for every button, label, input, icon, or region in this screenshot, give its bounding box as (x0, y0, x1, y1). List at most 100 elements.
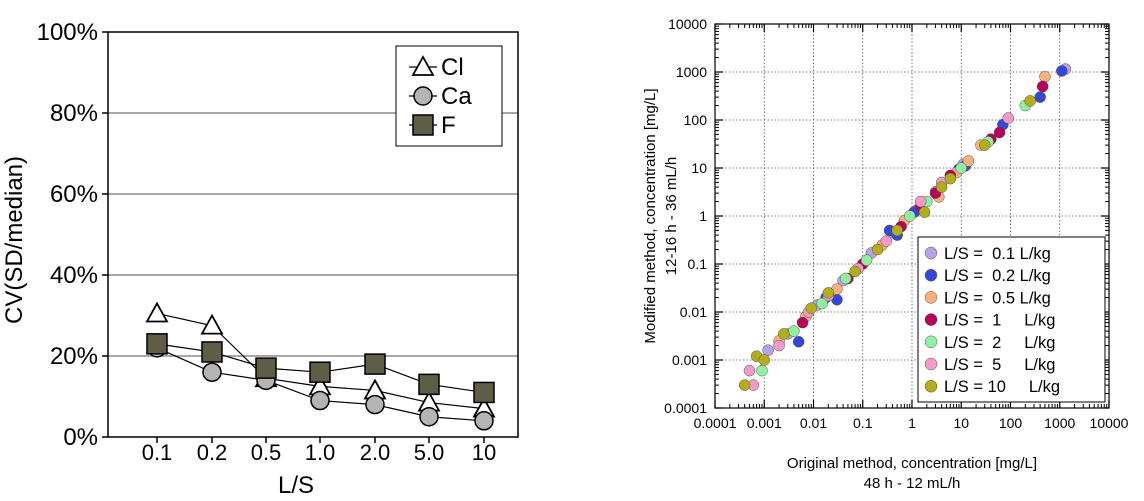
y-axis-label: CV(SD/median) (1, 156, 28, 324)
legend-label: Cl (441, 54, 464, 81)
data-point (792, 335, 805, 348)
y-tick-label: 1 (699, 208, 707, 224)
x-tick-label: 2.0 (360, 440, 391, 465)
legend-label: F (441, 112, 456, 139)
data-point (839, 272, 852, 285)
data-point (743, 364, 756, 377)
legend-marker-f (412, 114, 434, 136)
legend-label: L/S = 0.2 L/kg (944, 267, 1051, 285)
data-point-f (309, 361, 331, 383)
data-point (914, 195, 927, 208)
legend-marker (924, 291, 938, 304)
data-point (944, 172, 957, 185)
data-point (993, 126, 1006, 139)
x-tick-label: 0.5 (251, 440, 282, 465)
legend-label: L/S = 1 L/kg (944, 312, 1055, 330)
legend-marker (924, 379, 938, 393)
data-point (1039, 70, 1051, 83)
x-axis-label-secondary: 48 h - 12 mL/h (864, 475, 961, 492)
y-tick-label: 0.0001 (664, 400, 707, 416)
x-tick-label: 1 (908, 415, 916, 431)
data-point (758, 354, 770, 366)
data-point-f (201, 341, 223, 363)
data-point (880, 235, 892, 247)
cv-line-chart: 0% 20% 40% 60% 80% 100% 0.1 0.2 0.5 1.0 2.0 5.0 10 L/… (1, 19, 519, 499)
x-tick-label: 10000 (1090, 415, 1129, 431)
x-tick-label: 0.2 (197, 440, 228, 465)
legend-label: L/S = 10 L/kg (944, 378, 1060, 396)
data-point (762, 344, 774, 356)
data-point-ca (419, 407, 439, 427)
data-point (903, 210, 916, 222)
data-point-ca (310, 390, 330, 411)
data-point (756, 364, 768, 377)
data-point (816, 297, 828, 310)
data-point (955, 162, 967, 174)
legend: L/S = 0.1 L/kg L/S = 0.2 L/kg L/S = 0.5 L/… (917, 236, 1106, 403)
x-tick-label: 0.001 (747, 415, 782, 431)
x-tick-label: 10 (953, 415, 969, 431)
plot-frame (107, 31, 519, 438)
legend-marker (924, 268, 938, 282)
data-point (918, 206, 931, 218)
legend-label: L/S = 5 L/kg (944, 356, 1055, 374)
x-tick-label: 0.0001 (694, 415, 737, 431)
series-f (146, 333, 495, 404)
legend-marker-ca (413, 86, 433, 106)
data-point (1036, 80, 1049, 93)
data-point (822, 287, 835, 299)
legend-marker (924, 313, 938, 326)
data-point (788, 325, 800, 337)
y-tick-label: 0.1 (688, 256, 708, 272)
y-tick-label: 1000 (676, 64, 707, 80)
data-point (891, 224, 903, 237)
x-axis-label: Original method, concentration [mg/L] (787, 455, 1037, 472)
data-point (805, 302, 817, 314)
y-tick-label: 80% (50, 100, 98, 127)
legend-label: L/S = 2 L/kg (944, 334, 1055, 352)
y-axis-label: Modified method, concentration [mg/L] (642, 88, 659, 343)
data-point-f (364, 353, 386, 375)
legend-marker (924, 335, 938, 349)
data-point (778, 328, 790, 340)
series-ls-6 (738, 95, 1036, 391)
legend-label: L/S = 0.1 L/kg (944, 245, 1051, 263)
legend-marker (924, 357, 938, 371)
x-tick-label: 0.01 (800, 415, 827, 431)
y-tick-label: 0% (63, 424, 98, 451)
y-tick-label: 20% (50, 343, 98, 370)
data-point (1034, 91, 1046, 103)
data-point (860, 254, 873, 266)
y-tick-label: 100% (37, 19, 98, 46)
data-point-f (146, 333, 168, 355)
x-tick-label: 0.1 (853, 415, 873, 431)
y-tick-label: 0.001 (672, 352, 707, 368)
data-point-f (473, 381, 495, 404)
data-point-f (418, 373, 440, 396)
data-point-cl (200, 313, 224, 335)
legend-marker (924, 246, 938, 260)
series-ca (147, 338, 494, 431)
y-tick-label: 10000 (668, 16, 707, 32)
x-axis-label: L/S (278, 472, 314, 499)
x-tick-label: 0.1 (142, 440, 173, 465)
data-point (1024, 95, 1036, 107)
y-tick-label: 0.01 (680, 304, 707, 320)
data-point (773, 339, 785, 352)
y-tick-label: 10 (691, 160, 707, 176)
data-point (738, 379, 751, 391)
y-tick-label: 60% (50, 181, 98, 208)
legend-box (917, 236, 1106, 403)
data-point (849, 265, 861, 278)
data-point-ca (474, 411, 494, 431)
data-point (978, 139, 991, 151)
x-tick-label: 1.0 (305, 440, 336, 465)
data-point-ca (365, 394, 385, 415)
data-point (1002, 112, 1014, 124)
data-point (1056, 65, 1068, 77)
x-tick-label: 100 (999, 415, 1023, 431)
x-tick-label: 10 (472, 440, 496, 465)
data-point (935, 181, 948, 193)
data-point (962, 155, 975, 167)
